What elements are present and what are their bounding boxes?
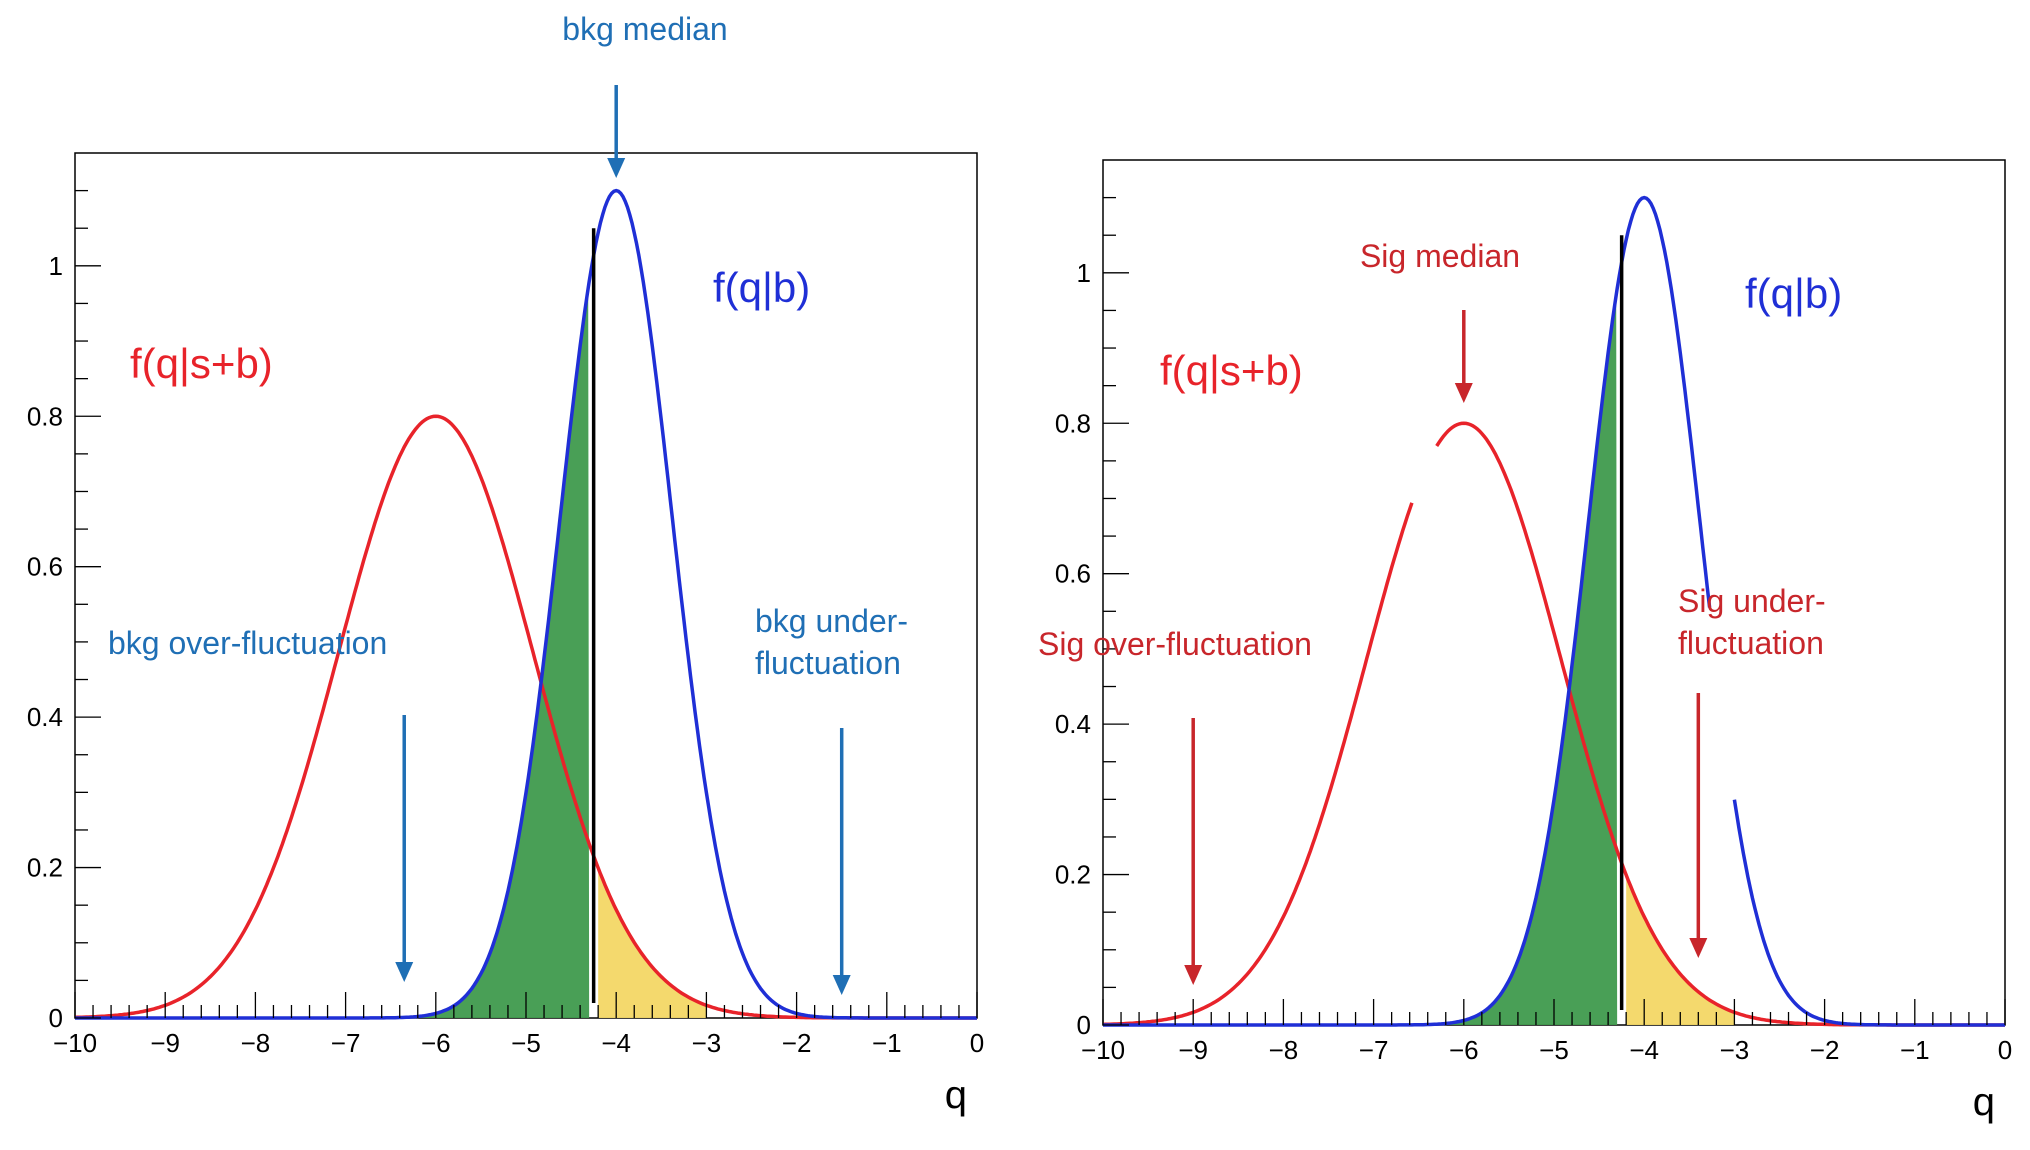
annotation-label: Sig median (1360, 238, 1520, 274)
x-tick-label: −3 (1720, 1035, 1750, 1065)
x-axis-title: q (945, 1073, 967, 1117)
x-tick-label: −4 (1629, 1035, 1659, 1065)
x-tick-label: −8 (1269, 1035, 1299, 1065)
left-panel: −10 −9 −8 −7 −6 −5 −4 −3 −2 −1 000.20.40.60.81qbkg… (27, 11, 984, 1117)
y-tick-label: 0.2 (27, 853, 63, 883)
x-tick-label: −5 (511, 1028, 541, 1058)
x-tick-label: −2 (782, 1028, 812, 1058)
y-tick-label: 0.6 (1055, 559, 1091, 589)
annotation-label: Sig over-fluctuation (1038, 626, 1312, 662)
right-panel: −10 −9 −8 −7 −6 −5 −4 −3 −2 −1 000.20.40.60.81qSig… (1038, 159, 2012, 1124)
y-tick-label: 0.6 (27, 552, 63, 582)
annotation-label: bkg median (562, 11, 727, 47)
x-tick-label: 0 (970, 1028, 984, 1058)
x-axis-title: q (1973, 1080, 1995, 1124)
annotation-label: Sig under- (1678, 583, 1826, 619)
y-tick-label: 0.4 (1055, 709, 1091, 739)
shaded-region-yellow (598, 868, 707, 1018)
annotation-arrow-head (1454, 383, 1473, 403)
x-tick-label: −9 (150, 1028, 180, 1058)
x-tick-label: −5 (1539, 1035, 1569, 1065)
annotation-label: f(q|s+b) (130, 340, 273, 387)
curve-background (1103, 195, 2005, 1027)
y-tick-label: 0.8 (27, 401, 63, 431)
x-tick-label: −1 (872, 1028, 902, 1058)
x-tick-label: −7 (331, 1028, 361, 1058)
x-tick-label: −9 (1178, 1035, 1208, 1065)
x-tick-label: −8 (241, 1028, 271, 1058)
y-tick-label: 0 (49, 1003, 63, 1033)
y-tick-label: 0 (1077, 1010, 1091, 1040)
y-tick-label: 1 (1077, 258, 1091, 288)
x-tick-label: −4 (601, 1028, 631, 1058)
annotation-label: bkg over-fluctuation (108, 625, 387, 661)
shaded-region-green (404, 287, 590, 1018)
annotation-arrow-head (1184, 965, 1203, 985)
x-tick-label: −7 (1359, 1035, 1389, 1065)
annotation-label: f(q|b) (1745, 270, 1842, 317)
x-tick-label: −2 (1810, 1035, 1840, 1065)
y-tick-label: 0.4 (27, 702, 63, 732)
annotation-label-line2: fluctuation (755, 645, 901, 681)
x-tick-label: −10 (53, 1028, 97, 1058)
shaded-region-green (1432, 294, 1618, 1025)
x-tick-label: −1 (1900, 1035, 1930, 1065)
x-tick-label: −10 (1081, 1035, 1125, 1065)
annotation-label: f(q|s+b) (1160, 347, 1303, 394)
y-tick-label: 0.8 (1055, 408, 1091, 438)
x-tick-label: −3 (692, 1028, 722, 1058)
y-tick-label: 0.2 (1055, 860, 1091, 890)
annotation-label: bkg under- (755, 603, 908, 639)
annotation-label-line2: fluctuation (1678, 625, 1824, 661)
x-tick-label: −6 (1449, 1035, 1479, 1065)
annotation-arrow-head (395, 962, 414, 982)
curve-background (75, 188, 977, 1020)
annotation-arrow-head (832, 975, 851, 995)
y-tick-label: 1 (49, 251, 63, 281)
annotation-label: f(q|b) (713, 264, 810, 311)
annotation-arrow-head (1689, 938, 1708, 958)
shaded-region-yellow (1626, 875, 1735, 1025)
x-tick-label: −6 (421, 1028, 451, 1058)
annotation-arrow-head (607, 158, 626, 178)
x-tick-label: 0 (1998, 1035, 2012, 1065)
